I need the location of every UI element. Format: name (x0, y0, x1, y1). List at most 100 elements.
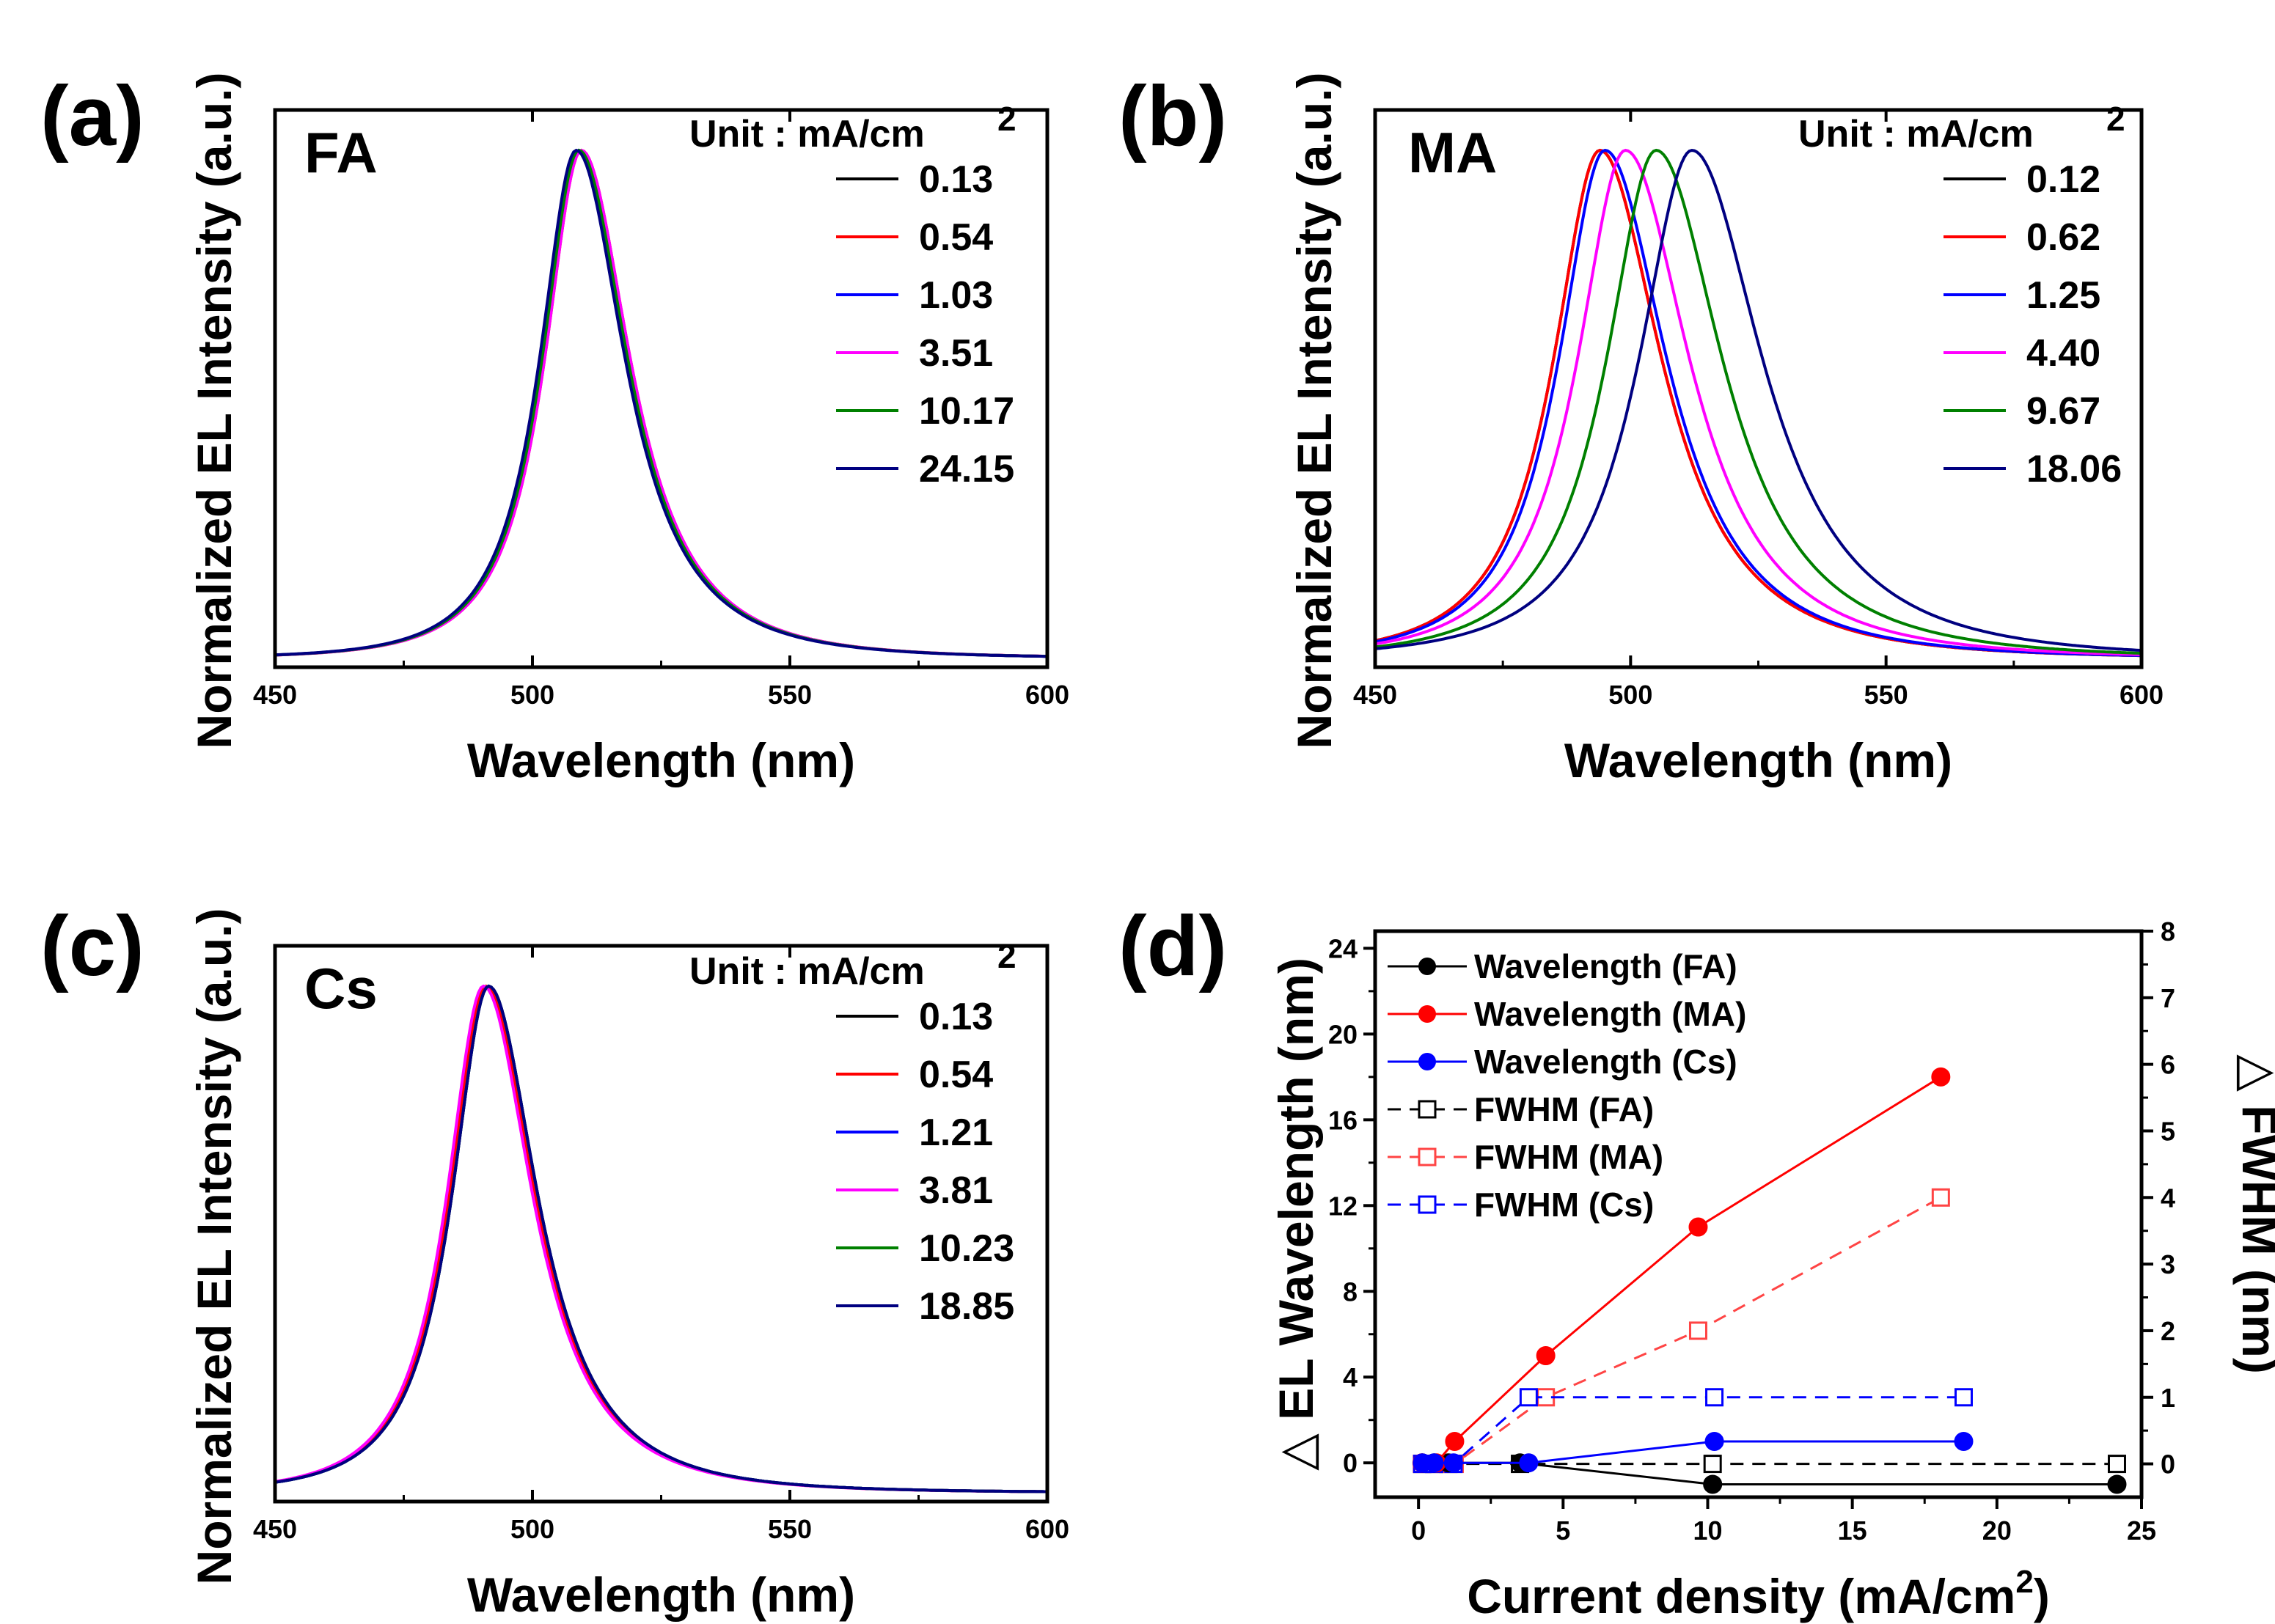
legend-marker (1418, 1147, 1437, 1166)
y-tick-label: 0 (1343, 1448, 1358, 1478)
data-point (1954, 1431, 1974, 1451)
y-tick-label: 20 (1328, 1019, 1358, 1049)
x-tick-label: 550 (768, 680, 812, 710)
spectrum-curve-4.40 (1374, 148, 2142, 656)
spectrum-curve-18.06 (1374, 148, 2142, 653)
x-tick-label: 550 (1864, 680, 1908, 710)
legend-label: 10.23 (919, 1227, 1014, 1270)
panel-label: (c) (40, 898, 144, 993)
sample-tag: MA (1408, 120, 1497, 185)
x-tick-label: 5 (1556, 1515, 1570, 1546)
x-axis-title-end: ) (2034, 1569, 2050, 1623)
x-axis-title: Wavelength (nm) (467, 733, 855, 787)
legend-title-superscript: 2 (997, 937, 1016, 975)
panel-label: (d) (1118, 898, 1227, 993)
legend-marker (1418, 958, 1436, 975)
legend-marker (1418, 1005, 1436, 1023)
legend-label: 18.85 (919, 1285, 1014, 1328)
x-axis-title: Wavelength (nm) (467, 1568, 855, 1622)
y2-tick-label: 5 (2161, 1116, 2175, 1146)
x-tick-label: 450 (1353, 680, 1397, 710)
plot-frame (1373, 929, 2144, 1499)
legend-label: 9.67 (2026, 390, 2100, 433)
x-tick-label: 450 (253, 1514, 297, 1544)
legend-label: 0.54 (919, 1054, 993, 1096)
panel-d: (d)0 5 10 15 20 2504812162024012345678Current… (1118, 898, 2275, 1623)
data-point (1688, 1321, 1707, 1340)
data-point (1443, 1453, 1463, 1473)
data-point (1536, 1346, 1556, 1365)
legend-label: Wavelength (Cs) (1474, 1043, 1737, 1081)
legend-marker (1418, 1100, 1437, 1119)
legend-label: 1.03 (919, 274, 993, 317)
y-axis-title: △ EL Wavelength (nm) (1269, 958, 1323, 1471)
legend-label: Wavelength (FA) (1474, 947, 1737, 985)
legend-label: FWHM (MA) (1474, 1138, 1663, 1176)
x-tick-label: 500 (510, 680, 554, 710)
y-axis-title: Normalized EL Intensity (a.u.) (187, 73, 241, 749)
x-tick-label: 10 (1693, 1515, 1722, 1546)
y2-tick-label: 4 (2161, 1183, 2175, 1213)
legend-title-superscript: 2 (2106, 100, 2125, 138)
data-point (1931, 1067, 1951, 1087)
y-axis-title: Normalized EL Intensity (a.u.) (187, 908, 241, 1585)
legend-label: 3.81 (919, 1169, 993, 1212)
legend-label: 0.12 (2026, 158, 2100, 201)
series-line-wavelength-ma- (1421, 1076, 1942, 1464)
x-tick-label: 0 (1411, 1515, 1426, 1546)
legend-label: FWHM (FA) (1474, 1090, 1654, 1128)
legend-title: Unit : mA/cm (689, 113, 925, 155)
legend-label: 0.54 (919, 216, 993, 259)
y2-axis-title: △ FWHM (nm) (2232, 1054, 2275, 1374)
data-point (1519, 1388, 1538, 1407)
x-tick-label: 600 (1025, 680, 1069, 710)
panel-label: (b) (1118, 68, 1227, 163)
x-tick-label: 600 (2120, 680, 2164, 710)
x-tick-label: 25 (2127, 1515, 2156, 1546)
y-tick-label: 4 (1343, 1362, 1358, 1392)
series-line-wavelength-cs- (1422, 1440, 1964, 1464)
x-tick-label: 500 (510, 1514, 554, 1544)
panel-b: (b) MA 450 500 550 600 Wavelength (nm) Normaliz… (1118, 68, 2164, 787)
legend-label: 0.62 (2026, 216, 2100, 259)
y-tick-label: 8 (1343, 1276, 1358, 1307)
y-tick-label: 16 (1328, 1105, 1358, 1135)
y2-tick-label: 1 (2161, 1383, 2175, 1413)
y2-tick-label: 6 (2161, 1050, 2175, 1080)
y2-tick-label: 0 (2161, 1450, 2175, 1480)
data-point (1703, 1455, 1722, 1474)
x-tick-label: 550 (768, 1514, 812, 1544)
legend-label: 3.51 (919, 332, 993, 375)
legend-label: 1.21 (919, 1112, 993, 1154)
data-point (1519, 1453, 1539, 1473)
data-point (1703, 1474, 1723, 1494)
legend-label: 10.17 (919, 390, 1014, 433)
y2-tick-label: 7 (2161, 983, 2175, 1013)
legend-label: 1.25 (2026, 274, 2100, 317)
spectrum-curve-1.25 (1374, 148, 2142, 657)
legend-label: 0.13 (919, 996, 993, 1038)
series-line-fwhm-cs- (1422, 1396, 1964, 1466)
x-tick-label: 600 (1025, 1514, 1069, 1544)
y2-tick-label: 3 (2161, 1249, 2175, 1279)
data-point (1445, 1431, 1465, 1451)
legend-label: 24.15 (919, 448, 1014, 490)
sample-tag: Cs (304, 956, 378, 1021)
x-tick-label: 15 (1838, 1515, 1867, 1546)
legend-label: 18.06 (2026, 448, 2122, 490)
x-axis-title-superscript: 2 (2015, 1564, 2033, 1600)
legend-marker (1418, 1053, 1436, 1070)
data-point (1954, 1388, 1973, 1407)
data-point (2107, 1474, 2127, 1494)
x-tick-label: 450 (253, 680, 297, 710)
data-point (1704, 1431, 1724, 1451)
legend-marker (1418, 1195, 1437, 1214)
data-point (1931, 1188, 1950, 1207)
panel-c: (c) Cs 450 500 550 600 Wavelength (nm) Normaliz… (40, 898, 1069, 1622)
data-point (1424, 1453, 1444, 1473)
y-tick-label: 12 (1328, 1191, 1358, 1221)
data-point (1688, 1217, 1708, 1237)
x-tick-label: 20 (1982, 1515, 2012, 1546)
x-axis-title-main: Current density (mA/cm (1467, 1569, 2015, 1623)
